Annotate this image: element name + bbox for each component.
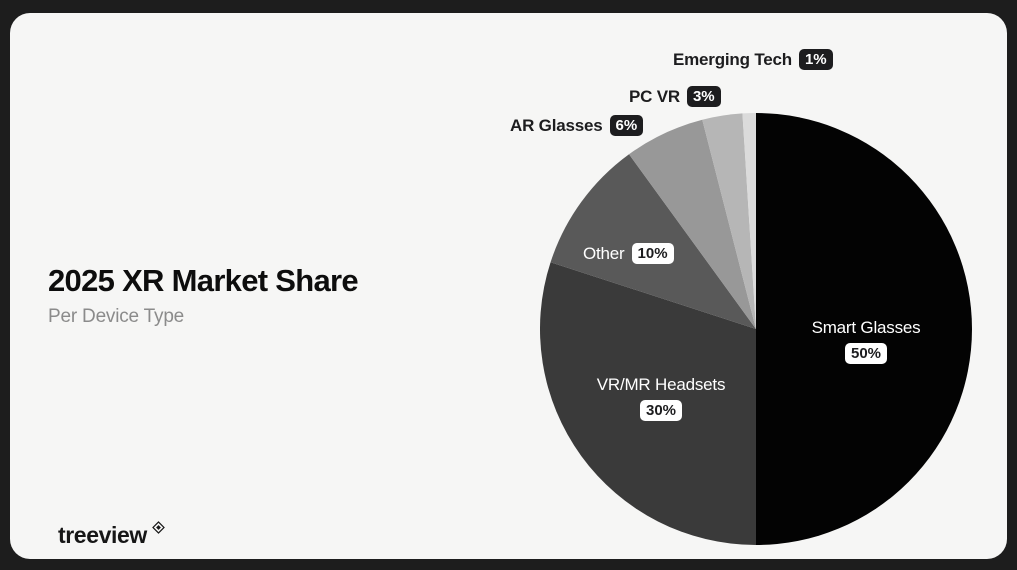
slice-label-smart-glasses: Smart Glasses 50% [766, 318, 966, 364]
card-panel: 2025 XR Market Share Per Device Type Eme… [10, 13, 1007, 559]
diamond-icon [152, 521, 165, 539]
pie-chart [540, 113, 972, 545]
slice-name-smart-glasses: Smart Glasses [811, 318, 921, 337]
slice-percent-badge-other: 10% [631, 243, 674, 264]
slice-name-pc-vr: PC VR [629, 86, 680, 106]
pie-slice-other [550, 154, 756, 329]
slice-percent-badge-emerging-tech: 1% [798, 49, 833, 70]
slice-name-emerging-tech: Emerging Tech [673, 49, 792, 69]
slice-percent-badge-vr-mr-headsets: 30% [639, 400, 683, 421]
slice-name-ar-glasses: AR Glasses [510, 115, 603, 135]
treeview-logo: treeview [58, 520, 165, 547]
slice-name-other: Other [583, 243, 625, 263]
pie-slice-pc-vr [702, 113, 756, 330]
slice-label-emerging-tech: Emerging Tech 1% [673, 49, 833, 70]
slice-percent-badge-pc-vr: 3% [686, 86, 721, 107]
slice-label-vr-mr-headsets: VR/MR Headsets 30% [561, 375, 761, 421]
pie-slice-ar-glasses [629, 119, 756, 329]
slice-percent-badge-ar-glasses: 6% [609, 115, 644, 136]
slice-label-pc-vr: PC VR 3% [629, 86, 721, 107]
slice-label-other: Other 10% [583, 243, 674, 264]
page-subtitle: Per Device Type [48, 305, 185, 327]
treeview-logo-text: treeview [58, 522, 147, 548]
page-title: 2025 XR Market Share [48, 263, 359, 298]
pie-slice-smart-glasses [756, 113, 972, 545]
slice-label-ar-glasses: AR Glasses 6% [510, 115, 644, 136]
pie-slice-emerging-tech [742, 113, 756, 329]
pie-chart-container [540, 113, 972, 545]
chart-header: 2025 XR Market Share Per Device Type [48, 263, 359, 328]
slice-name-vr-mr-headsets: VR/MR Headsets [596, 375, 726, 394]
slice-percent-badge-smart-glasses: 50% [844, 343, 888, 364]
